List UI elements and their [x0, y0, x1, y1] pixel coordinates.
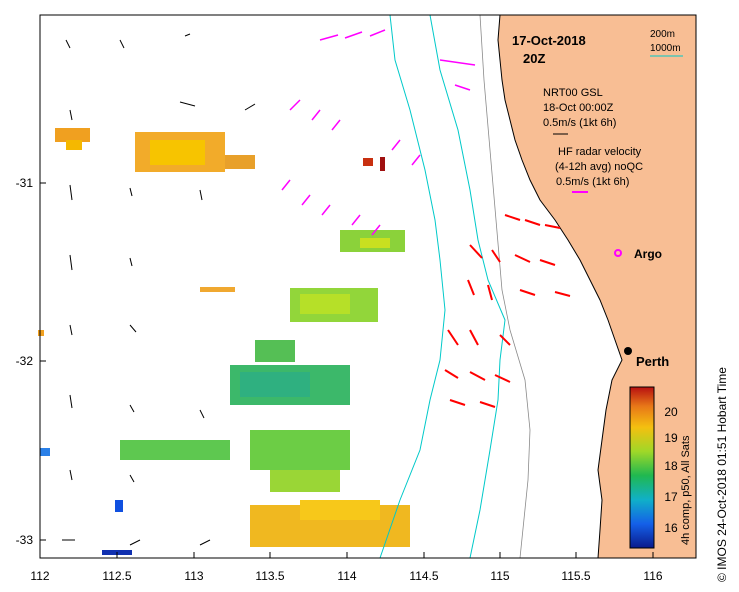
x-tick-label: 114.5 — [409, 569, 438, 583]
argo-marker — [614, 249, 622, 257]
y-tick-label: -32 — [16, 354, 34, 368]
radar-legend-subtitle: (4-12h avg) noQC — [555, 161, 643, 173]
map-date: 17-Oct-2018 — [512, 33, 586, 48]
map-time: 20Z — [523, 51, 545, 66]
x-tick-label: 116 — [643, 569, 662, 583]
colorbar-tick: 18 — [664, 459, 678, 473]
wind-legend-source: NRT00 GSL — [543, 87, 603, 99]
x-tick-label: 113 — [184, 569, 203, 583]
colorbar-label: 4h comp, p50, All Sats — [680, 435, 692, 545]
wind-legend-time: 18-Oct 00:00Z — [543, 102, 614, 114]
depth-legend-200m: 200m — [650, 29, 675, 40]
radar-legend-title: HF radar velocity — [558, 146, 642, 158]
wind-legend-scale: 0.5m/s (1kt 6h) — [543, 117, 616, 129]
x-tick-label: 112.5 — [102, 569, 131, 583]
radar-legend-scale: 0.5m/s (1kt 6h) — [556, 176, 629, 188]
sst-patches — [38, 128, 410, 555]
radar-velocity-arrows — [444, 214, 571, 408]
wind-arrows — [62, 33, 256, 546]
perth-label: Perth — [636, 354, 669, 369]
x-tick-label: 115 — [490, 569, 509, 583]
model-velocity-arrows — [281, 29, 476, 236]
colorbar — [629, 386, 655, 549]
colorbar-tick: 16 — [664, 521, 678, 535]
x-tick-label: 113.5 — [255, 569, 284, 583]
colorbar-tick: 19 — [664, 431, 678, 445]
y-tick-label: -31 — [16, 176, 34, 190]
argo-label: Argo — [634, 247, 662, 261]
colorbar-tick: 20 — [664, 405, 678, 419]
credit-text: © IMOS 24-Oct-2018 01:51 Hobart Time — [715, 367, 729, 582]
x-tick-label: 112 — [30, 569, 49, 583]
depth-legend-1000m: 1000m — [650, 43, 681, 54]
colorbar-tick: 17 — [664, 490, 678, 504]
x-tick-label: 115.5 — [561, 569, 590, 583]
perth-marker — [624, 347, 632, 355]
x-tick-label: 114 — [337, 569, 356, 583]
y-tick-label: -33 — [16, 533, 34, 547]
